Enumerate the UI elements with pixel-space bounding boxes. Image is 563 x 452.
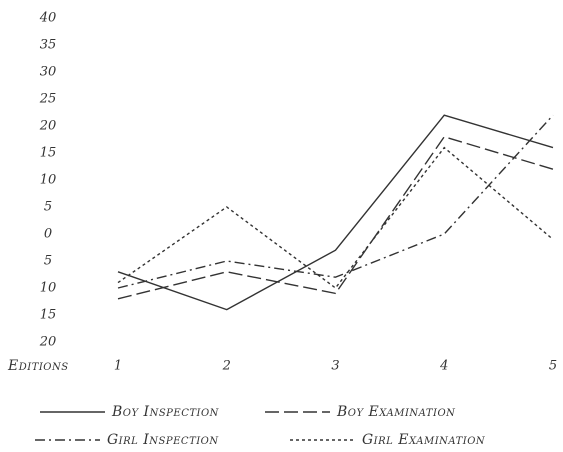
series-line: [117, 114, 554, 311]
y-tick-label: 15: [40, 308, 57, 323]
y-tick-label: 35: [40, 38, 57, 53]
y-tick-label: 5: [44, 254, 52, 269]
x-tick-label: 4: [439, 359, 448, 374]
x-tick-label: 5: [549, 359, 557, 374]
y-tick-label: 20: [39, 335, 57, 350]
series-line: [117, 114, 554, 289]
y-tick-label: 40: [39, 11, 57, 26]
y-tick-label: 10: [40, 281, 57, 296]
legend-label: Boy Inspection: [111, 404, 220, 420]
y-tick-label: 0: [44, 227, 52, 242]
x-tick-label: 3: [331, 359, 339, 374]
y-tick-label: 25: [39, 92, 57, 107]
x-axis-label: Editions: [7, 358, 69, 374]
y-tick-label: 30: [40, 65, 57, 80]
y-tick-label: 15: [40, 146, 57, 161]
series-line: [117, 135, 554, 300]
x-tick-label: 2: [222, 359, 231, 374]
y-tick-label: 10: [40, 173, 57, 188]
x-tick-label: 1: [114, 359, 122, 374]
legend-label: Boy Examination: [336, 404, 456, 420]
y-tick-label: 5: [44, 200, 52, 215]
legend-label: Girl Inspection: [107, 432, 219, 448]
legend-label: Girl Examination: [362, 432, 486, 448]
series-line: [117, 146, 554, 289]
y-tick-label: 20: [39, 119, 57, 134]
